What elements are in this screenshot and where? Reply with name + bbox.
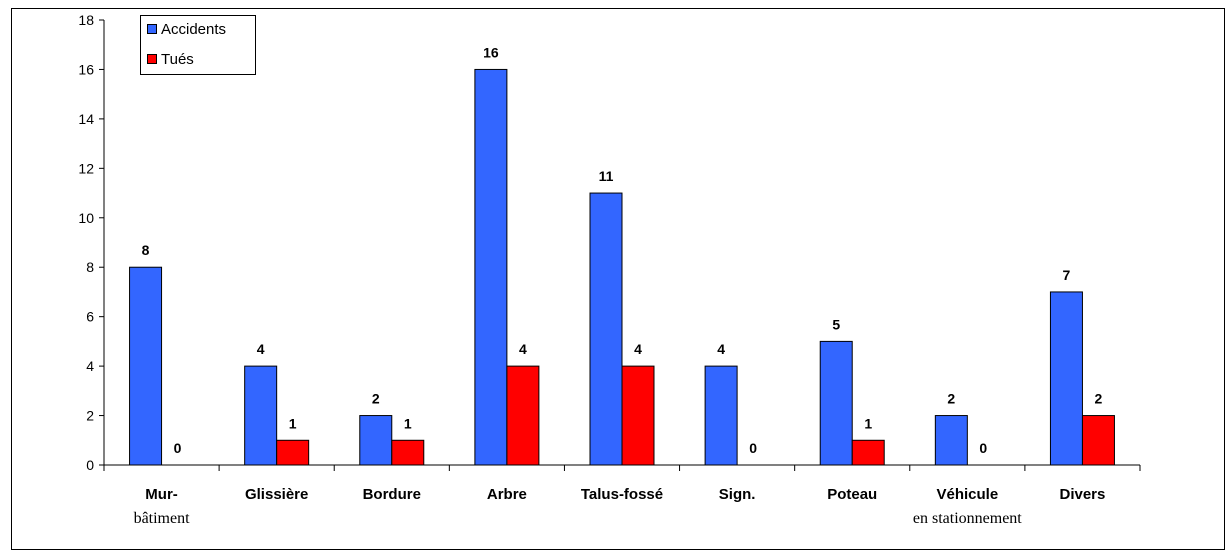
y-tick-label: 2 <box>86 408 94 424</box>
bar-accidents <box>244 365 278 466</box>
bar-accidents <box>704 365 738 466</box>
data-label: 2 <box>1095 391 1103 407</box>
data-label: 7 <box>1063 267 1071 283</box>
bar-accidents <box>359 415 393 466</box>
data-label: 4 <box>257 341 265 357</box>
category-label: Poteau <box>827 486 877 503</box>
category-label: Bordure <box>363 486 421 503</box>
data-label: 2 <box>372 391 380 407</box>
category-label: Talus-fossé <box>581 486 663 503</box>
data-label: 1 <box>289 415 297 431</box>
category-label: bâtiment <box>134 510 191 527</box>
category-label: Glissière <box>245 486 308 503</box>
bar-tues <box>1081 415 1115 466</box>
y-tick-label: 4 <box>86 358 94 374</box>
bar-tues <box>621 365 655 466</box>
bar-accidents <box>819 340 853 466</box>
data-label: 1 <box>864 415 872 431</box>
y-tick-label: 12 <box>78 160 94 176</box>
y-tick-label: 18 <box>78 12 94 28</box>
bar-tues <box>276 439 310 466</box>
category-label: en stationnement <box>913 510 1022 527</box>
y-tick-label: 10 <box>78 210 94 226</box>
bar-accidents <box>589 192 623 466</box>
bar-tues <box>391 439 425 466</box>
data-label: 1 <box>404 415 412 431</box>
category-label: Véhicule <box>936 486 998 503</box>
bar-accidents <box>1049 291 1083 466</box>
legend-item-tues: Tués <box>147 49 194 69</box>
legend-item-accidents: Accidents <box>147 19 226 39</box>
data-label: 4 <box>519 341 527 357</box>
y-tick-label: 16 <box>78 61 94 77</box>
data-label: 11 <box>599 168 614 184</box>
category-label: Sign. <box>719 486 756 503</box>
bar-accidents <box>934 415 968 466</box>
chart-legend: Accidents Tués <box>140 15 256 75</box>
data-label: 5 <box>832 316 840 332</box>
bar-tues <box>851 439 885 466</box>
legend-swatch-accidents <box>147 24 157 34</box>
data-label: 0 <box>749 440 757 456</box>
data-label: 16 <box>483 44 499 60</box>
category-label: Divers <box>1060 486 1106 503</box>
data-label: 8 <box>142 242 150 258</box>
y-tick-label: 14 <box>78 111 94 127</box>
bar-accidents <box>474 68 508 466</box>
bar-tues <box>506 365 540 466</box>
data-label: 0 <box>979 440 987 456</box>
legend-swatch-tues <box>147 54 157 64</box>
data-label: 0 <box>174 440 182 456</box>
y-tick-label: 0 <box>86 457 94 473</box>
category-label: Arbre <box>487 486 527 503</box>
y-tick-label: 8 <box>86 259 94 275</box>
category-label: Mur- <box>145 486 178 503</box>
bar-accidents <box>129 266 163 466</box>
data-label: 4 <box>717 341 725 357</box>
data-label: 2 <box>947 391 955 407</box>
data-label: 4 <box>634 341 642 357</box>
legend-label-tues: Tués <box>161 50 194 68</box>
y-tick-label: 6 <box>86 309 94 325</box>
legend-label-accidents: Accidents <box>161 20 227 38</box>
